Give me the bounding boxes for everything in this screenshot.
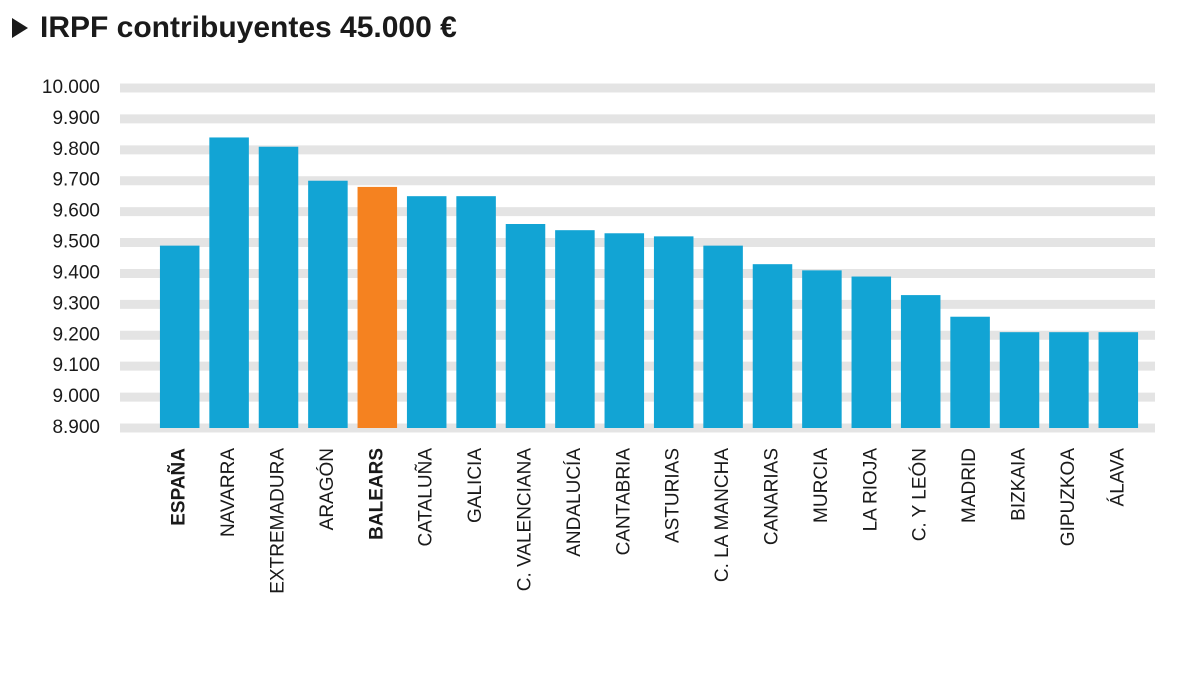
bar xyxy=(1049,332,1089,428)
x-tick-label: GIPUZKOA xyxy=(1058,448,1079,547)
bar xyxy=(653,236,694,428)
x-tick-label: CATALUÑA xyxy=(415,448,437,547)
bar xyxy=(851,276,892,428)
bar xyxy=(802,270,842,428)
x-tick-label: LA RIOJA xyxy=(860,448,881,532)
y-tick-label: 9.400 xyxy=(52,262,100,283)
bar xyxy=(604,233,645,428)
x-tick-label: MURCIA xyxy=(811,448,832,523)
bar xyxy=(950,316,990,428)
bar xyxy=(752,264,793,428)
bar xyxy=(505,224,546,428)
bar xyxy=(900,295,941,428)
x-tick-label: ASTURIAS xyxy=(663,448,684,543)
bar xyxy=(209,137,249,429)
bar xyxy=(357,186,398,428)
y-tick-label: 8.900 xyxy=(52,417,100,438)
bar xyxy=(159,245,200,428)
y-tick-label: 9.800 xyxy=(52,139,100,160)
y-tick-label: 9.900 xyxy=(52,108,100,129)
x-tick-label: ARAGÓN xyxy=(316,448,338,530)
bar xyxy=(1098,332,1139,428)
chart-title: IRPF contribuyentes 45.000 € xyxy=(40,11,457,44)
x-tick-label: BIZKAIA xyxy=(1009,448,1030,521)
x-tick-label: EXTREMADURA xyxy=(268,448,289,594)
bar xyxy=(308,180,348,428)
bar xyxy=(703,245,743,428)
y-tick-label: 9.600 xyxy=(52,201,100,222)
x-tick-label: GALICIA xyxy=(465,448,486,523)
y-tick-label: 9.500 xyxy=(52,232,100,253)
bar xyxy=(555,230,595,428)
y-tick-label: 9.300 xyxy=(52,293,100,314)
x-tick-label: ESPAÑA xyxy=(168,448,190,526)
bar xyxy=(406,196,447,428)
x-tick-label: CANTABRIA xyxy=(613,448,634,556)
x-tick-label: MADRID xyxy=(959,448,980,523)
y-tick-label: 9.100 xyxy=(52,355,100,376)
x-tick-label: ANDALUCÍA xyxy=(564,448,585,557)
bar xyxy=(999,332,1040,428)
y-tick-label: 9.700 xyxy=(52,170,100,191)
y-tick-label: 9.000 xyxy=(52,386,100,407)
x-tick-label: C. Y LEÓN xyxy=(909,448,931,541)
x-tick-label: ÁLAVA xyxy=(1107,448,1128,507)
x-tick-label: CANARIAS xyxy=(762,448,783,545)
y-tick-label: 10.000 xyxy=(42,77,100,98)
x-tick-label: C. LA MANCHA xyxy=(712,448,733,582)
x-tick-label: BALEARS xyxy=(366,448,387,540)
bar xyxy=(456,196,496,428)
bar xyxy=(258,146,299,428)
x-tick-label: NAVARRA xyxy=(218,448,239,537)
x-tick-label: C. VALENCIANA xyxy=(515,448,536,592)
title-marker xyxy=(12,18,28,38)
y-tick-label: 9.200 xyxy=(52,324,100,345)
